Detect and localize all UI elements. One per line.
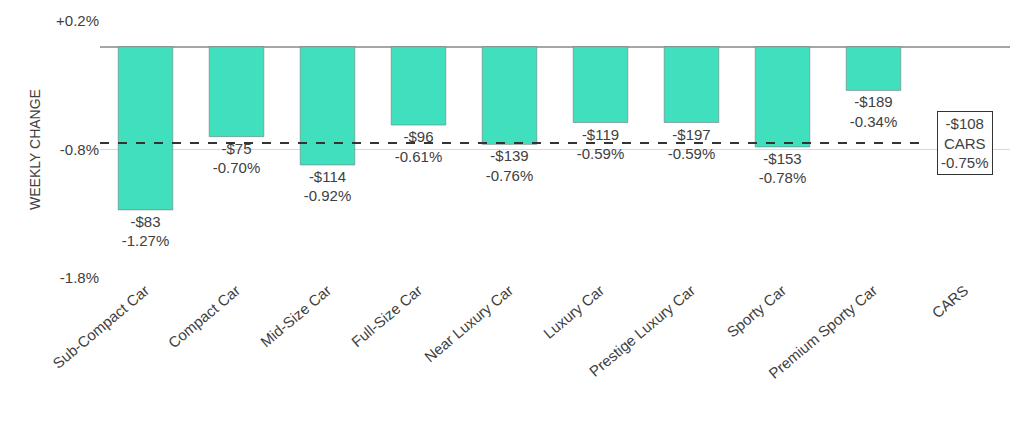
svg-text:-$108CARS-0.75%: -$108CARS-0.75%: [941, 115, 989, 171]
svg-text:Compact Car: Compact Car: [165, 282, 244, 352]
svg-text:CARS: CARS: [928, 282, 971, 322]
svg-text:Prestige Luxury Car: Prestige Luxury Car: [586, 282, 698, 380]
svg-text:-$83-1.27%: -$83-1.27%: [122, 213, 170, 250]
svg-text:-$189-0.34%: -$189-0.34%: [850, 93, 898, 130]
svg-text:-$197-0.59%: -$197-0.59%: [668, 126, 716, 162]
svg-text:-$114-0.92%: -$114-0.92%: [304, 168, 352, 205]
svg-text:-$119-0.59%: -$119-0.59%: [577, 126, 625, 162]
svg-text:-$139-0.76%: -$139-0.76%: [486, 147, 534, 184]
svg-text:-$96-0.61%: -$96-0.61%: [395, 128, 443, 165]
svg-text:Premium Sporty Car: Premium Sporty Car: [765, 282, 880, 382]
svg-text:+0.2%: +0.2%: [56, 12, 99, 29]
svg-text:-$153-0.78%: -$153-0.78%: [759, 150, 807, 187]
svg-text:-0.8%: -0.8%: [60, 141, 99, 158]
svg-text:Sporty Car: Sporty Car: [723, 282, 789, 341]
svg-text:Luxury Car: Luxury Car: [540, 282, 607, 342]
svg-text:Near Luxury Car: Near Luxury Car: [421, 282, 516, 366]
svg-text:Full-Size Car: Full-Size Car: [348, 282, 425, 351]
svg-text:Mid-Size Car: Mid-Size Car: [257, 282, 334, 351]
svg-text:-1.8%: -1.8%: [60, 269, 99, 286]
svg-text:WEEKLY CHANGE: WEEKLY CHANGE: [27, 89, 43, 210]
svg-text:-$75-0.70%: -$75-0.70%: [213, 140, 261, 177]
svg-text:Sub-Compact Car: Sub-Compact Car: [49, 282, 152, 372]
